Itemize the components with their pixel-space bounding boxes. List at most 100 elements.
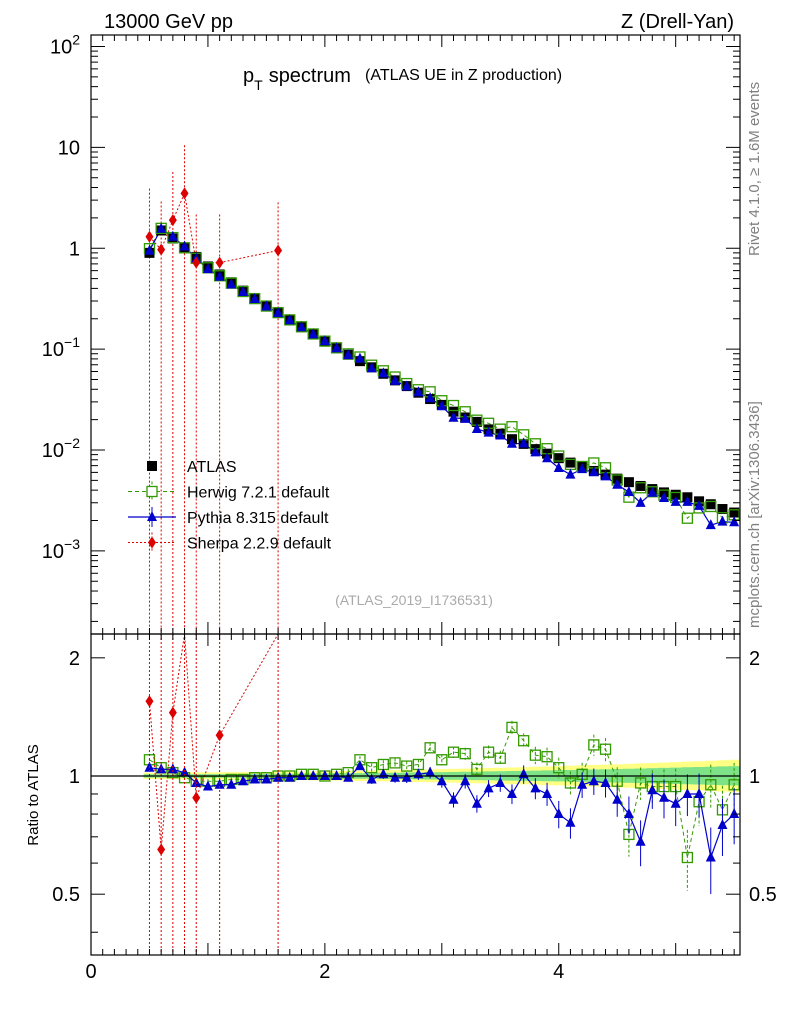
herwig-ratio-point (541, 751, 553, 763)
pythia-ratio-point (425, 766, 436, 777)
pythia-ratio-point (483, 782, 494, 793)
sherpa-ratio-point (168, 706, 177, 719)
herwig-ratio-point (459, 748, 471, 760)
pythia-ratio-point (694, 787, 705, 798)
herwig-ratio-point (728, 779, 740, 791)
pythia-ratio-point (366, 773, 377, 784)
pythia-ratio-point (635, 835, 646, 846)
pythia-point (495, 429, 506, 440)
herwig-ratio-point (412, 758, 425, 771)
atlas-point (565, 457, 576, 468)
pythia-point (658, 491, 669, 502)
pythia-point (226, 278, 237, 289)
herwig-ratio-point (599, 743, 612, 755)
ratio-tick-label-left: 0.5 (52, 884, 80, 906)
pythia-ratio-point (401, 771, 412, 782)
ratio-axis-label: Ratio to ATLAS (25, 744, 42, 845)
pythia-point (296, 321, 307, 332)
sherpa-ratio-point (145, 695, 154, 708)
pythia-ratio-point (658, 791, 669, 802)
pythia-ratio-point (471, 797, 482, 808)
header-left-label: 13000 GeV pp (104, 11, 233, 33)
y-tick-label: 10 (58, 137, 80, 159)
title-subscript: T (254, 77, 263, 93)
pythia-point (623, 485, 634, 496)
pythia-ratio-point (331, 770, 342, 781)
pythia-point (378, 367, 389, 378)
pythia-ratio-point (238, 775, 249, 786)
sherpa-point (180, 187, 189, 200)
pythia-point (717, 515, 728, 526)
atlas-point (553, 453, 564, 464)
pythia-ratio-point (191, 776, 202, 787)
pythia-point (682, 495, 693, 506)
herwig-ratio-point (681, 851, 694, 864)
herwig-ratio-point (506, 721, 518, 734)
title-word: spectrum (269, 65, 351, 87)
pythia-point (635, 496, 646, 507)
herwig-ratio-point (377, 758, 389, 771)
herwig-point (705, 500, 717, 513)
herwig-ratio-point (494, 752, 506, 764)
pythia-ratio-point (261, 773, 272, 784)
pythia-point (694, 499, 705, 510)
pythia-ratio-point (600, 776, 611, 787)
x-tick-label: 0 (85, 961, 96, 983)
pythia-point (413, 386, 424, 397)
pythia-point (647, 486, 658, 497)
herwig-point (681, 512, 694, 524)
pythia-ratio-point (343, 771, 354, 782)
pythia-ratio-point (717, 819, 728, 830)
pythia-ratio-point (308, 770, 319, 781)
pythia-point (401, 380, 412, 391)
pythia-ratio-point (553, 808, 564, 819)
sherpa-ratio-point (192, 791, 201, 804)
herwig-point (553, 450, 565, 462)
pythia-ratio-point (273, 771, 284, 782)
pythia-point (542, 452, 553, 463)
ratio-tick-label-right: 0.5 (749, 884, 777, 906)
ratio-tick-label-right: 2 (749, 648, 760, 670)
pythia-point (577, 463, 588, 474)
sherpa-point (145, 230, 154, 243)
pythia-ratio-point (495, 776, 506, 787)
atlas-point (717, 504, 728, 515)
pythia-ratio-point (623, 808, 634, 819)
pythia-ratio-point (670, 797, 681, 808)
herwig-ratio-point (471, 763, 483, 775)
herwig-ratio-point (424, 742, 436, 754)
pythia-point (530, 446, 541, 457)
pythia-ratio-point (577, 778, 588, 789)
herwig-ratio-point (365, 762, 378, 774)
pythia-ratio-point (588, 775, 599, 786)
pythia-point (144, 244, 155, 255)
pythia-point (705, 519, 716, 530)
pythia-ratio-point (226, 778, 237, 789)
sherpa-ratio-point (215, 729, 224, 742)
pythia-point (729, 516, 740, 527)
pythia-point (308, 328, 319, 339)
sherpa-point (215, 256, 224, 269)
pythia-ratio-point (354, 760, 365, 771)
pythia-point (483, 426, 494, 437)
legend-marker-sherpa (148, 536, 156, 549)
pythia-point (670, 495, 681, 506)
rivet-version-label: Rivet 4.1.0, ≥ 1.6M events (746, 81, 763, 256)
pythia-ratio-point (647, 784, 658, 795)
herwig-point (634, 482, 647, 494)
atlas-point (670, 489, 681, 500)
data-series (143, 145, 740, 955)
pythia-point (518, 437, 529, 448)
y-tick-label: 10−2 (42, 435, 80, 462)
pythia-point (436, 400, 447, 411)
herwig-ratio-point (518, 735, 530, 747)
pythia-ratio-point (705, 851, 716, 862)
herwig-ratio-point (447, 746, 460, 758)
pythia-point (214, 270, 225, 281)
pythia-point (249, 293, 260, 304)
pythia-ratio-point (612, 793, 623, 804)
pythia-point (284, 314, 295, 325)
herwig-point (506, 421, 518, 433)
